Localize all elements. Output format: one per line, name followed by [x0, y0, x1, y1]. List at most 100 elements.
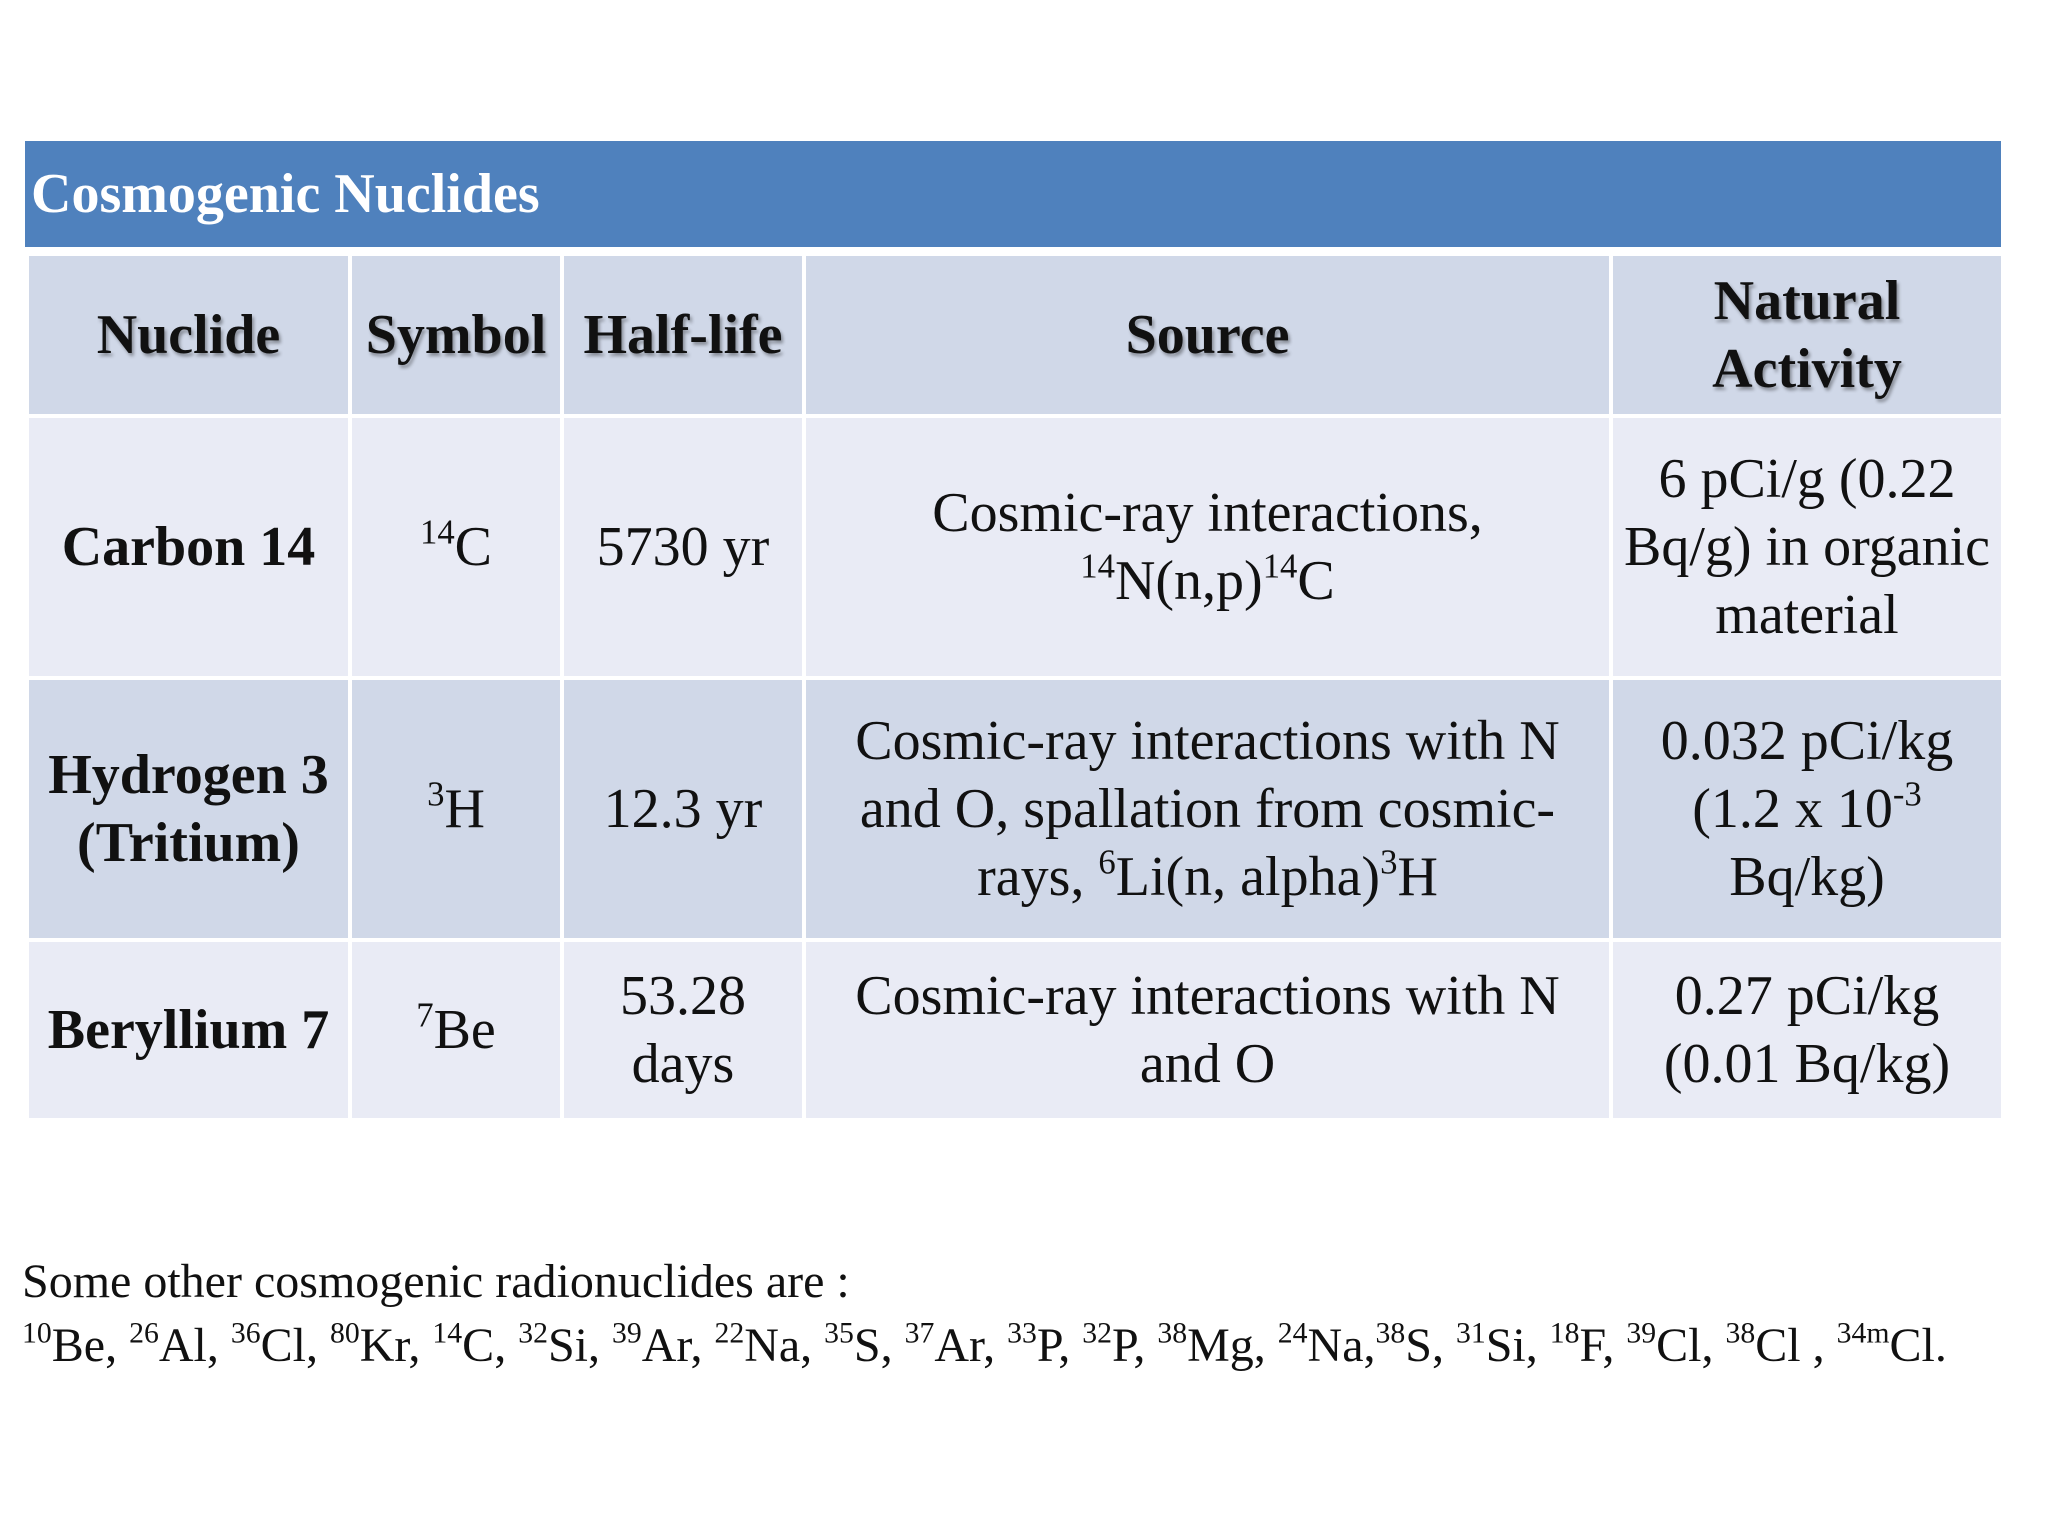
element-symbol: P	[1111, 1319, 1134, 1372]
separator: ,	[1525, 1319, 1550, 1372]
table-row: Beryllium 7 7Be 53.28 days Cosmic-ray in…	[25, 938, 2005, 1122]
header-nuclide: Nuclide	[25, 252, 352, 418]
table-row: Carbon 14 14C 5730 yr Cosmic-ray interac…	[25, 414, 2005, 680]
mass-number: 26	[129, 1316, 159, 1350]
footnote-nuclide: 24Na,	[1277, 1316, 1376, 1372]
mass-number: 38	[1375, 1316, 1406, 1350]
footnote-nuclide: 26Al,	[129, 1316, 231, 1372]
header-half-life: Half-life	[560, 252, 806, 418]
mass-number: 38	[1725, 1316, 1756, 1350]
separator: ,	[494, 1319, 519, 1372]
footnote-nuclide: 39Ar,	[611, 1316, 715, 1372]
footnote-nuclide: 38Mg,	[1157, 1316, 1277, 1372]
separator: ,	[690, 1319, 715, 1372]
half-life-text: 53.28 days	[620, 965, 746, 1095]
element-symbol: C	[454, 516, 493, 578]
header-source: Source	[802, 252, 1613, 418]
separator: ,	[105, 1319, 130, 1372]
element-symbol: S	[1405, 1319, 1432, 1372]
cell-activity: 0.032 pCi/kg (1.2 x 10-3 Bq/kg)	[1609, 676, 2005, 942]
mass-number: 14	[432, 1316, 463, 1350]
cell-activity: 0.27 pCi/kg (0.01 Bq/kg)	[1609, 938, 2005, 1122]
source-mid: Li(n, alpha)	[1115, 846, 1381, 908]
header-natural-activity: Natural Activity	[1609, 252, 2005, 418]
cell-half-life: 53.28 days	[560, 938, 806, 1122]
footnote-nuclide: 35S,	[824, 1316, 905, 1372]
header-natural-activity-text: Natural Activity	[1712, 270, 1902, 400]
footnote-nuclide: 32P,	[1082, 1316, 1158, 1372]
mass-number: 36	[230, 1316, 261, 1350]
element-symbol: F	[1579, 1319, 1603, 1372]
footnote-nuclide: 18F,	[1550, 1318, 1627, 1372]
separator: ,	[1133, 1319, 1158, 1372]
cell-nuclide: Beryllium 7	[25, 938, 352, 1122]
source-text: Cosmic-ray interactions with N and O, sp…	[855, 710, 1560, 908]
activity-end: Bq/kg)	[1729, 846, 1885, 908]
footnote-nuclide: 36Cl,	[230, 1316, 330, 1372]
element-symbol: Cl	[1889, 1319, 1935, 1372]
cell-symbol: 3H	[348, 676, 564, 942]
cell-symbol: 7Be	[348, 938, 564, 1122]
cell-nuclide: Hydrogen 3 (Tritium)	[25, 676, 352, 942]
activity-main: 0.032 pCi/kg (1.2 x 10	[1660, 710, 1954, 840]
element-symbol: Mg	[1187, 1319, 1254, 1372]
separator: ,	[1363, 1319, 1376, 1372]
footnote-intro: Some other cosmogenic radionuclides are …	[22, 1255, 850, 1308]
element-symbol: P	[1036, 1319, 1059, 1372]
mass-number: 3	[427, 774, 445, 814]
mass-number: 14	[419, 512, 455, 552]
separator: ,	[206, 1319, 231, 1372]
footnote-nuclide: 31Si,	[1455, 1316, 1550, 1372]
separator: ,	[1800, 1319, 1837, 1372]
element-symbol: S	[853, 1319, 881, 1372]
table-row: Hydrogen 3 (Tritium) 3H 12.3 yr Cosmic-ra…	[25, 676, 2005, 942]
source-text: Cosmic-ray interactions with N and O	[855, 965, 1560, 1095]
footnote-nuclide: 39Cl,	[1626, 1318, 1726, 1372]
element-symbol: Na	[744, 1319, 801, 1372]
mass-number: 32	[1082, 1316, 1112, 1350]
source-text: Cosmic-ray interactions,	[932, 482, 1483, 544]
nuclide-line-2: (Tritium)	[77, 812, 300, 874]
footnote-nuclide: 10Be,	[22, 1316, 130, 1372]
cell-source: Cosmic-ray interactions with N and O	[802, 938, 1613, 1122]
element-symbol: H	[444, 778, 485, 840]
source-end: C	[1297, 550, 1335, 612]
mass-number: 39	[611, 1316, 642, 1350]
mass-number: 80	[329, 1316, 360, 1350]
footnote-nuclide: 37Ar,	[905, 1318, 1008, 1372]
cell-source: Cosmic-ray interactions with N and O, sp…	[802, 676, 1613, 942]
table-title: Cosmogenic Nuclides	[25, 141, 2001, 247]
cell-symbol: 14C	[348, 414, 564, 680]
mass-number: 10	[22, 1316, 52, 1350]
source-sup-2: 14	[1262, 546, 1298, 586]
source-mid: N(n,p)	[1114, 550, 1263, 612]
nuclide-line-1: Hydrogen 3	[48, 744, 329, 806]
element-symbol: Cl	[260, 1319, 306, 1372]
source-sup-1: 6	[1098, 842, 1116, 882]
separator: ,	[1701, 1319, 1726, 1372]
element-symbol: C	[462, 1319, 495, 1372]
separator: ,	[880, 1319, 905, 1372]
activity-exponent: -3	[1892, 774, 1922, 814]
source-end: H	[1397, 846, 1438, 908]
footnote-nuclide: 33P,	[1007, 1318, 1083, 1372]
separator: ,	[1058, 1319, 1083, 1372]
table-header-row: Nuclide Symbol Half-life Source Natural …	[25, 252, 2005, 418]
mass-number: 38	[1157, 1316, 1188, 1350]
element-symbol: Be	[51, 1319, 106, 1372]
separator: ,	[983, 1319, 1008, 1372]
nuclide-table: Nuclide Symbol Half-life Source Natural …	[25, 252, 2005, 1122]
separator: ,	[800, 1319, 825, 1372]
element-symbol: Kr	[359, 1319, 409, 1372]
mass-number: 31	[1455, 1316, 1486, 1350]
element-symbol: Si	[1485, 1319, 1526, 1372]
mass-number: 35	[824, 1316, 854, 1350]
element-symbol: Cl	[1656, 1319, 1702, 1372]
footnote: Some other cosmogenic radionuclides are …	[22, 1250, 2012, 1378]
source-sup-2: 3	[1380, 842, 1398, 882]
separator: ,	[408, 1319, 433, 1372]
cell-source: Cosmic-ray interactions, 14N(n,p)14C	[802, 414, 1613, 680]
cell-nuclide: Carbon 14	[25, 414, 352, 680]
cell-activity: 6 pCi/g (0.22 Bq/g) in organic material	[1609, 414, 2005, 680]
mass-number: 24	[1277, 1316, 1308, 1350]
